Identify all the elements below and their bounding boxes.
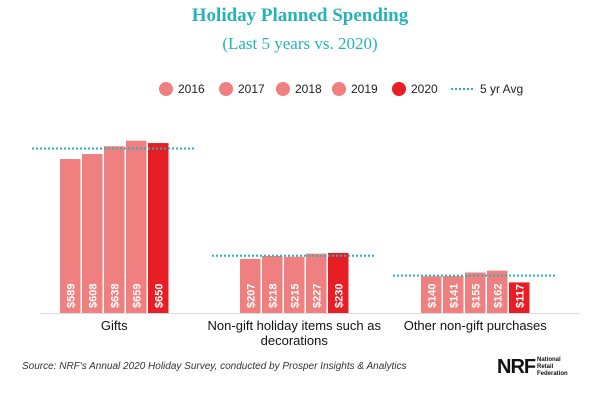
bar-value-label: $659: [131, 284, 143, 308]
bar-value-label: $608: [87, 284, 99, 308]
legend-label-2016: 2016: [178, 82, 205, 96]
bar-value-label: $140: [426, 284, 438, 308]
bar-value-label: $218: [267, 284, 279, 308]
legend-swatch-2020: [392, 82, 406, 96]
chart-title: Holiday Planned Spending: [192, 5, 409, 26]
bar-value-label: $650: [153, 284, 165, 308]
nrf-logo: NRF National Retail Federation: [497, 356, 568, 378]
legend-label-2019: 2019: [351, 82, 378, 96]
bar-value-label: $117: [514, 284, 526, 308]
bar-2018-1: [284, 256, 305, 313]
chart-subtitle: (Last 5 years vs. 2020): [222, 34, 377, 53]
category-label-0: Gifts: [101, 318, 128, 333]
bar-value-label: $155: [470, 284, 482, 308]
legend-swatch-2018: [276, 82, 290, 96]
legend-swatch-2016: [159, 82, 173, 96]
logo-line-2: Retail: [537, 364, 554, 370]
bar-2017-2: [443, 276, 464, 313]
bar-2017-0: [82, 154, 103, 313]
source-note: Source: NRF's Annual 2020 Holiday Survey…: [22, 361, 407, 372]
bar-2016-2: [421, 276, 442, 313]
bar-value-label: $227: [311, 284, 323, 308]
legend: 2016 2017 2018 2019 2020 5 yr Avg: [159, 82, 523, 96]
legend-label-2020: 2020: [411, 82, 438, 96]
legend-swatch-2017: [219, 82, 233, 96]
bar-2018-2: [465, 272, 486, 313]
category-label-2: Other non-gift purchases: [404, 318, 548, 333]
bar-2016-1: [240, 258, 261, 313]
bar-2020-2: [509, 282, 530, 313]
legend-label-avg: 5 yr Avg: [480, 82, 523, 96]
bar-2020-1: [328, 252, 349, 313]
bar-value-label: $141: [448, 284, 460, 308]
legend-swatch-2019: [332, 82, 346, 96]
bar-value-label: $162: [492, 284, 504, 308]
logo-mark: NRF: [497, 356, 536, 378]
bar-2019-1: [306, 253, 327, 313]
bar-value-label: $230: [333, 284, 345, 308]
bar-2016-0: [60, 159, 81, 313]
bar-value-label: $638: [109, 284, 121, 308]
legend-label-2018: 2018: [295, 82, 322, 96]
category-label-1: decorations: [261, 333, 329, 348]
bar-value-label: $215: [289, 284, 301, 308]
plot-area: $589 $608 $638 $659 $650 $207 $218 $215 $227 $230…: [32, 140, 580, 314]
bar-value-label: $207: [245, 284, 257, 308]
logo-line-1: National: [537, 357, 561, 363]
bar-2018-0: [104, 146, 125, 313]
bar-2020-0: [148, 143, 169, 313]
legend-label-2017: 2017: [238, 82, 265, 96]
bar-2019-0: [126, 140, 147, 313]
category-label-1: Non-gift holiday items such as: [208, 318, 382, 333]
bar-2017-1: [262, 256, 283, 313]
bar-2019-2: [487, 270, 508, 313]
category-labels: Gifts Non-gift holiday items such asdecor…: [101, 318, 547, 348]
bar-value-label: $589: [65, 284, 77, 308]
logo-line-3: Federation: [537, 371, 568, 377]
